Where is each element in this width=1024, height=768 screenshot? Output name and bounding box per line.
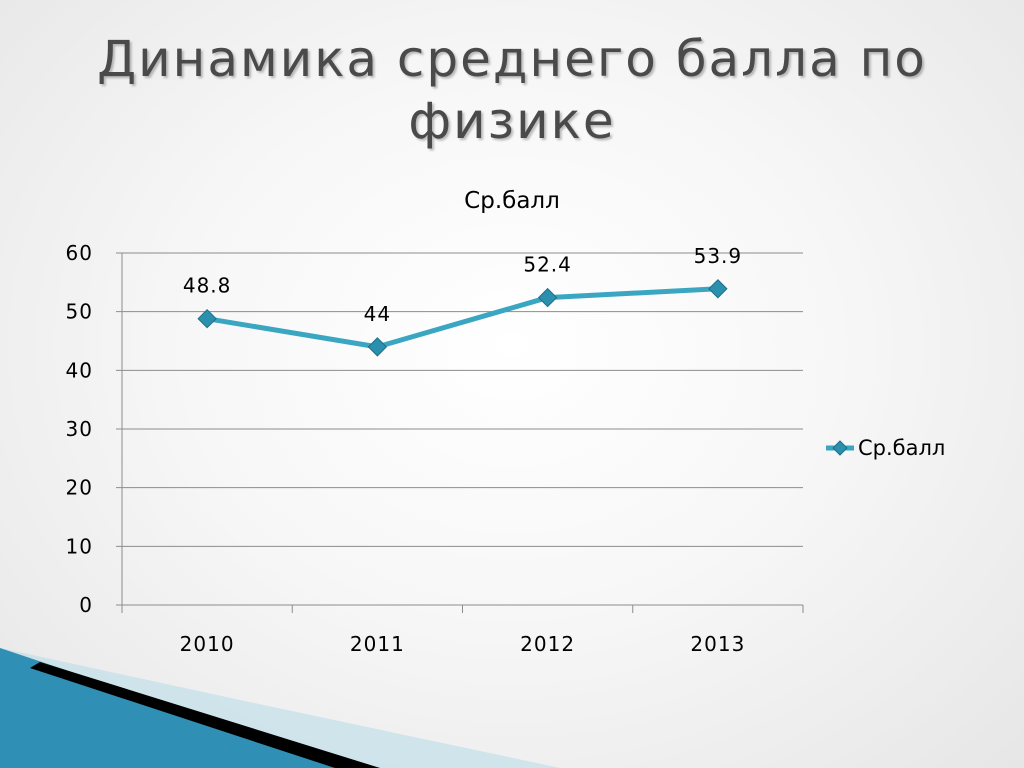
x-tick-label: 2011 [350,632,405,656]
x-tick-label: 2010 [180,632,235,656]
chart-title: Ср.балл [464,188,560,214]
y-axis-ticks: 0 10 20 30 40 50 60 [66,241,93,617]
slide-title: Динамика среднего балла по физике [97,30,927,150]
data-label: 48.8 [183,274,232,298]
series-line [204,286,721,350]
data-label: 53.9 [694,244,743,268]
data-labels: 48.8 44 52.4 53.9 [183,244,743,326]
data-point-marker [537,287,558,308]
axes [116,253,804,613]
y-tick-label: 20 [66,476,93,500]
swoosh-blue-band [0,648,380,768]
y-tick-label: 40 [66,358,93,382]
legend-label: Ср.балл [858,436,945,460]
y-tick-label: 30 [66,417,93,441]
y-tick-label: 50 [66,300,93,324]
data-label: 44 [364,302,391,326]
y-tick-label: 60 [66,241,93,265]
y-tick-label: 0 [79,593,93,617]
data-point-marker [197,308,217,329]
x-axis-ticks: 2010 2011 2012 2013 [180,632,745,656]
data-point-marker [367,337,388,357]
x-tick-label: 2012 [520,632,575,656]
series-group [197,279,728,357]
y-tick-label: 10 [66,534,93,558]
legend: Ср.балл [826,436,945,460]
legend-diamond-marker [832,440,848,456]
gridlines [116,252,803,547]
decorative-swoosh [0,648,560,768]
x-tick-label: 2013 [690,632,745,656]
data-label: 52.4 [523,253,572,277]
data-point-marker [708,279,728,299]
swoosh-black-band [30,662,380,768]
